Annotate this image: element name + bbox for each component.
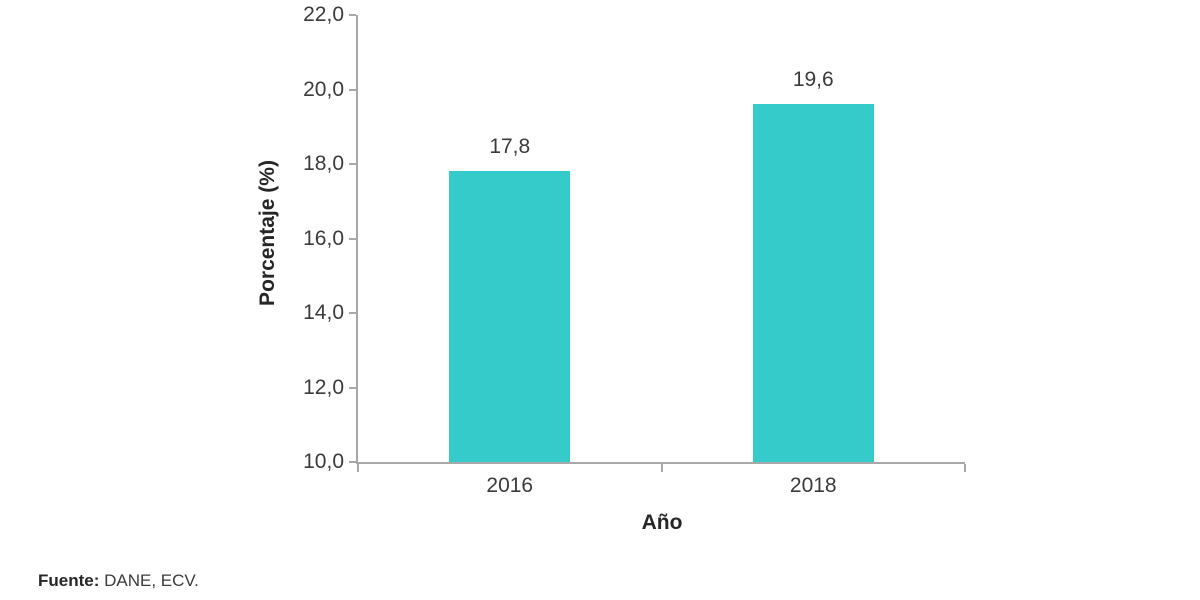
x-tick-label: 2016 — [486, 474, 534, 497]
y-axis-line — [356, 15, 358, 462]
y-tick-mark — [349, 14, 356, 16]
bar — [449, 171, 571, 462]
y-tick-mark — [349, 237, 356, 240]
y-tick-label: 18,0 — [303, 152, 344, 175]
y-axis-title: Porcentaje (%) — [256, 160, 279, 306]
y-tick-label: 10,0 — [303, 450, 344, 473]
x-axis-title: Año — [641, 511, 683, 534]
x-tick-mark — [660, 464, 663, 472]
plot-area: 10,0 12,0 14,0 16,0 18,0 20,0 22,0 17,8 2016 19,6… — [303, 3, 966, 497]
y-tick-label: 20,0 — [303, 77, 344, 101]
y-tick-label: 12,0 — [303, 375, 344, 399]
x-tick-mark — [357, 464, 359, 472]
x-tick-mark — [964, 464, 966, 472]
source-label: Fuente: — [38, 571, 100, 590]
bar-value-label: 17,8 — [489, 135, 531, 159]
y-tick-mark — [349, 163, 356, 165]
x-axis-line — [356, 462, 965, 464]
source-note: Fuente: DANE, ECV. — [38, 571, 199, 591]
bar — [752, 104, 874, 462]
source-text: DANE, ECV. — [99, 571, 199, 590]
y-tick-mark — [349, 386, 356, 389]
y-tick-mark — [349, 88, 356, 91]
y-tick-label: 22,0 — [303, 3, 344, 26]
bar-value-label: 19,6 — [792, 68, 834, 92]
x-tick-label: 2018 — [789, 474, 837, 497]
y-tick-mark — [349, 461, 356, 463]
y-tick-mark — [349, 312, 356, 314]
y-tick-label: 16,0 — [303, 226, 344, 250]
y-tick-label: 14,0 — [303, 301, 344, 324]
